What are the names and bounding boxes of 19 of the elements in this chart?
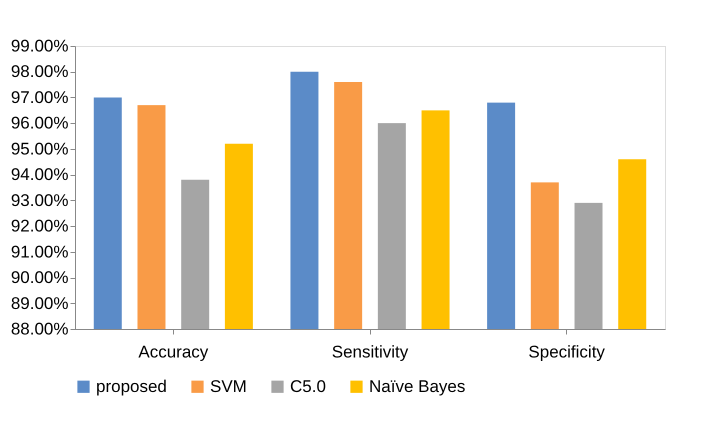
y-tick-label: 97.00% bbox=[10, 88, 68, 107]
y-tick-label: 96.00% bbox=[10, 114, 68, 133]
legend-label: SVM bbox=[210, 376, 247, 396]
y-tick-label: 99.00% bbox=[10, 36, 68, 56]
legend-label: proposed bbox=[96, 376, 167, 396]
x-tick-label: Sensitivity bbox=[332, 342, 409, 362]
y-tick-label: 90.00% bbox=[10, 268, 68, 288]
y-tick-label: 93.00% bbox=[10, 190, 68, 210]
legend-label: C5.0 bbox=[290, 376, 326, 396]
y-tick-label: 89.00% bbox=[10, 294, 68, 313]
legend-label: Naïve Bayes bbox=[369, 376, 466, 396]
y-tick-label: 88.00% bbox=[10, 320, 68, 338]
y-tick-label: 91.00% bbox=[10, 242, 68, 262]
y-tick-label: 94.00% bbox=[10, 165, 68, 184]
y-tick-label: 95.00% bbox=[10, 139, 68, 158]
x-tick-label: Specificity bbox=[528, 342, 606, 362]
y-tick-label: 92.00% bbox=[10, 216, 68, 236]
x-tick-label: Accuracy bbox=[138, 342, 209, 362]
y-tick-label: 98.00% bbox=[10, 62, 68, 82]
